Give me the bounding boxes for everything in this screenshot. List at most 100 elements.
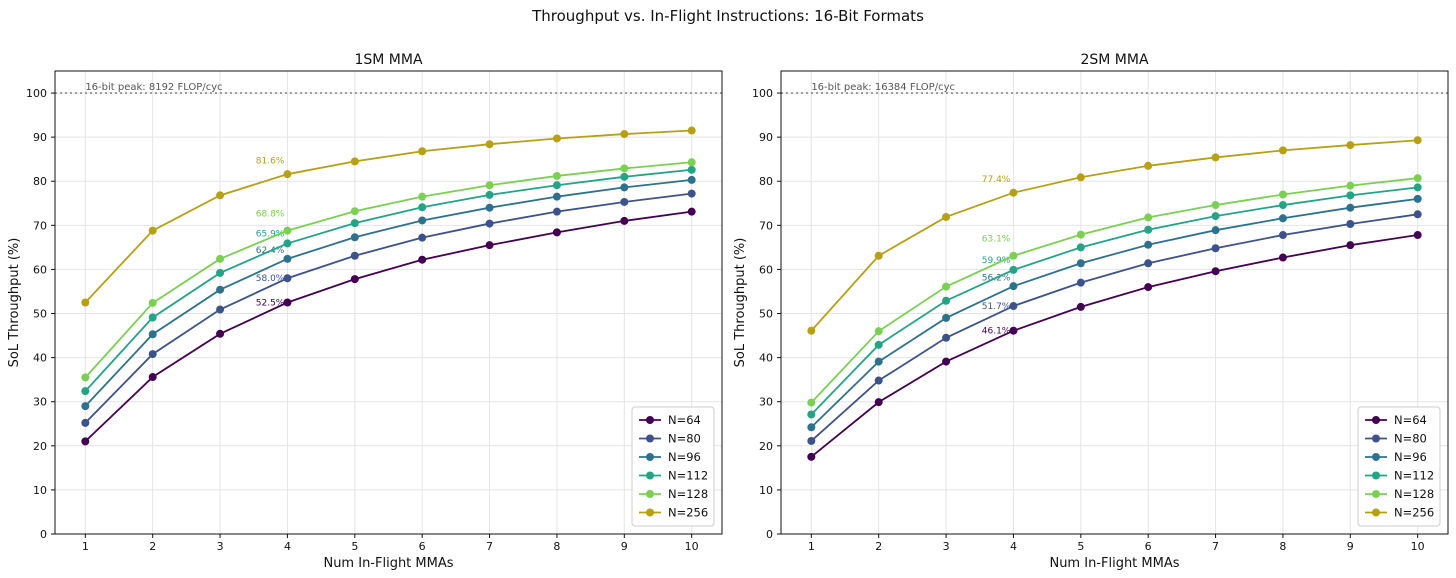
series-n-80: 58.0%	[81, 189, 696, 427]
legend-item: N=64	[639, 413, 701, 427]
data-point	[418, 216, 427, 225]
data-point	[807, 410, 816, 419]
data-point	[1346, 203, 1355, 212]
data-point	[687, 175, 696, 184]
legend-marker	[646, 490, 654, 498]
data-annotation: 65.9%	[256, 230, 285, 240]
y-tick-label: 50	[759, 308, 773, 321]
x-tick-label: 7	[1212, 540, 1219, 553]
data-point	[283, 298, 292, 307]
legend-item: N=256	[639, 506, 708, 520]
series-line	[84, 192, 692, 424]
data-point	[1413, 174, 1422, 183]
data-point	[874, 251, 883, 260]
data-point	[485, 241, 494, 250]
y-tick-label: 0	[766, 528, 773, 541]
legend-label: N=80	[668, 432, 701, 446]
x-tick-label: 2	[875, 540, 882, 553]
legend-label: N=80	[1394, 432, 1427, 446]
x-tick-label: 10	[1411, 540, 1425, 553]
chart-title: 2SM MMA	[1080, 52, 1148, 68]
series-n-96: 62.4%	[81, 175, 696, 411]
data-point	[81, 402, 90, 411]
x-tick-label: 1	[808, 540, 815, 553]
data-annotation: 58.0%	[256, 274, 285, 284]
data-point	[1413, 136, 1422, 145]
legend: N=64 N=80 N=96 N=112 N=128 N=256	[1357, 406, 1441, 527]
legend: N=64 N=80 N=96 N=112 N=128 N=256	[631, 406, 715, 527]
data-point	[620, 172, 629, 181]
plot-area-frame	[54, 70, 723, 535]
data-point	[350, 233, 359, 242]
data-point	[1009, 188, 1018, 197]
data-point	[1346, 141, 1355, 150]
data-point	[1144, 225, 1153, 234]
data-annotation: 59.9%	[982, 256, 1011, 266]
series-n-256: 77.4%	[807, 136, 1422, 335]
legend-marker	[646, 434, 654, 443]
data-point	[1009, 282, 1018, 291]
data-point	[1346, 241, 1355, 250]
data-point	[485, 203, 494, 212]
legend-item: N=128	[1365, 487, 1434, 501]
x-tick-label: 4	[1010, 540, 1017, 553]
data-point	[1278, 201, 1287, 210]
data-point	[552, 134, 561, 143]
legend-item: N=64	[1365, 413, 1427, 427]
data-annotation: 46.1%	[982, 327, 1011, 337]
x-tick-label: 8	[553, 540, 560, 553]
data-point	[1009, 251, 1018, 260]
data-point	[350, 207, 359, 216]
data-point	[81, 437, 90, 446]
series-n-128: 63.1%	[807, 174, 1422, 407]
data-point	[1009, 265, 1018, 274]
series-n-64: 52.5%	[81, 207, 696, 446]
legend-item: N=112	[639, 469, 708, 483]
legend-marker	[1372, 453, 1380, 461]
data-point	[148, 313, 157, 322]
data-point	[1278, 190, 1287, 199]
legend-marker	[1372, 490, 1380, 498]
data-point	[874, 357, 883, 366]
data-point	[1211, 244, 1220, 253]
data-point	[1076, 302, 1085, 311]
y-tick-label: 90	[759, 131, 773, 144]
y-tick-label: 90	[33, 131, 47, 144]
data-point	[620, 197, 629, 206]
data-point	[552, 181, 561, 190]
series-n-112: 59.9%	[807, 183, 1422, 419]
series-n-112: 65.9%	[81, 165, 696, 396]
y-axis-label: SoL Throughput (%)	[733, 238, 748, 368]
data-point	[1144, 161, 1153, 170]
series-line	[84, 168, 692, 392]
series-line	[810, 234, 1418, 458]
data-point	[1144, 213, 1153, 222]
data-point	[216, 268, 225, 277]
data-point	[1144, 259, 1153, 268]
data-point	[1211, 226, 1220, 235]
series-n-256: 81.6%	[81, 126, 696, 307]
data-point	[1211, 212, 1220, 221]
data-point	[942, 313, 951, 322]
x-tick-label: 10	[685, 540, 699, 553]
data-point	[148, 350, 157, 359]
y-tick-label: 80	[759, 175, 773, 188]
data-point	[350, 251, 359, 260]
y-tick-label: 40	[759, 352, 773, 365]
data-point	[216, 191, 225, 200]
x-tick-label: 6	[419, 540, 426, 553]
data-point	[1413, 183, 1422, 192]
y-tick-label: 60	[33, 263, 47, 276]
data-point	[1413, 210, 1422, 219]
y-tick-label: 80	[33, 175, 47, 188]
data-point	[1211, 267, 1220, 276]
legend-label: N=256	[668, 506, 708, 520]
x-tick-label: 5	[351, 540, 358, 553]
x-tick-label: 2	[149, 540, 156, 553]
legend-item: N=256	[1365, 506, 1434, 520]
legend-marker	[646, 471, 654, 480]
data-point	[216, 254, 225, 263]
y-tick-label: 70	[759, 219, 773, 232]
figure-title: Throughput vs. In-Flight Instructions: 1…	[531, 7, 924, 25]
data-point	[1009, 302, 1018, 311]
